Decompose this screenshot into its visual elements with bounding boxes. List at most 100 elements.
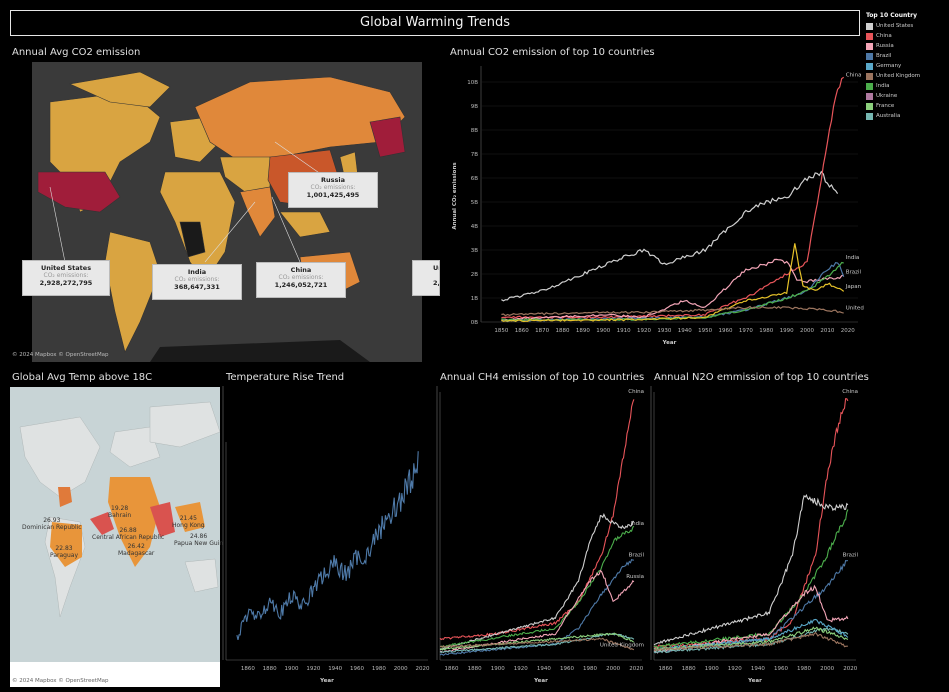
map-temp-title: Global Avg Temp above 18C	[12, 372, 153, 383]
legend-swatch	[866, 42, 873, 50]
series-line-germany[interactable]	[653, 618, 849, 652]
x-tick-label: 1900	[285, 666, 299, 672]
x-tick-label: 1980	[583, 666, 597, 672]
temp-line-chart[interactable]: 1860 1880 1900 1920 1940 1960 1980 2000 2020 Year	[222, 386, 436, 686]
temp-south-america-hot	[50, 522, 82, 567]
series-line-united-kingdom[interactable]	[653, 631, 848, 652]
y-tick-label: 7B	[471, 152, 478, 158]
temp-label-value: 24.86	[189, 533, 208, 540]
temp-west-africa	[90, 512, 114, 535]
series-line-india[interactable]	[439, 525, 635, 648]
series-line-india[interactable]	[653, 509, 849, 649]
legend-item-united-states[interactable]: United States	[866, 21, 946, 31]
x-tick-label: 1960	[719, 328, 733, 334]
series-line-china[interactable]	[439, 399, 635, 641]
temp-russia	[149, 401, 221, 448]
legend-item-brazil[interactable]: Brazil	[866, 51, 946, 61]
legend-label: China	[876, 33, 892, 39]
legend-item-germany[interactable]: Germany	[866, 61, 946, 71]
series-line-brazil[interactable]	[653, 559, 849, 654]
legend-label: United States	[876, 23, 914, 29]
legend-item-united-kingdom[interactable]: United Kingdom	[866, 71, 946, 81]
tooltip-russia: Russia CO₂ emissions: 1,001,425,495	[288, 172, 378, 208]
series-line-japan[interactable]	[501, 243, 845, 323]
x-tick-label: 1860	[659, 666, 673, 672]
co2-line-chart[interactable]: 0B 1B 2B 3B 4B 5B 6B 7B 8B 9B 10B 1850 1860 1870 1880 1…	[446, 60, 864, 360]
legend-swatch	[866, 112, 873, 120]
x-tick-label: 1960	[560, 666, 574, 672]
x-tick-label: 1980	[759, 328, 773, 334]
x-tick-label: 1930	[657, 328, 671, 334]
x-tick-label: 2020	[416, 666, 430, 672]
legend-item-france[interactable]: France	[866, 101, 946, 111]
temp-chart-title: Temperature Rise Trend	[226, 372, 345, 383]
legend-swatch	[866, 52, 873, 60]
co2-chart-title: Annual CO2 emission of top 10 countries	[450, 47, 655, 58]
map-co2[interactable]: Russia CO₂ emissions: 1,001,425,495 Unit…	[10, 62, 440, 362]
series-line-china[interactable]	[653, 398, 849, 649]
legend-label: Russia	[876, 43, 894, 49]
legend-swatch	[866, 32, 873, 40]
end-label-china: China	[842, 389, 858, 395]
temp-label-value: 26.93	[43, 517, 61, 524]
africa-dark-shape	[179, 221, 206, 258]
series-line-united-kingdom[interactable]	[439, 637, 635, 651]
x-axis-label: Year	[747, 678, 762, 684]
legend-swatch	[866, 62, 873, 70]
legend-item-india[interactable]: India	[866, 81, 946, 91]
series-line-france[interactable]	[439, 632, 635, 651]
x-tick-label: 1960	[774, 666, 788, 672]
legend-label: France	[876, 103, 895, 109]
x-axis-label: Year	[533, 678, 548, 684]
ch4-chart-title: Annual CH4 emission of top 10 countries	[440, 372, 645, 383]
x-tick-label: 2000	[606, 666, 620, 672]
end-label-united-kingdom: United Kingdom	[846, 305, 864, 311]
series-line-united-states[interactable]	[439, 512, 634, 651]
x-axis-label: Year	[319, 678, 334, 684]
legend-item-australia[interactable]: Australia	[866, 111, 946, 121]
temp-label-place: Central African Republic	[92, 534, 165, 541]
n2o-line-chart[interactable]: 1860 1880 1900 1920 1940 1960 1980 2000 2020 Year…	[650, 386, 864, 686]
x-tick-label: 1880	[468, 666, 482, 672]
series-line-china[interactable]	[501, 76, 845, 319]
x-tick-label: 2000	[800, 328, 814, 334]
y-tick-label: 9B	[471, 104, 478, 110]
series-line-united-states[interactable]	[501, 170, 839, 302]
y-tick-label: 10B	[467, 80, 478, 86]
x-tick-label: 1940	[328, 666, 342, 672]
se-asia-shape	[279, 211, 331, 238]
series-line-united-kingdom[interactable]	[501, 305, 844, 317]
series-line-series[interactable]	[236, 451, 419, 641]
legend-item-russia[interactable]: Russia	[866, 41, 946, 51]
x-tick-label: 1850	[494, 328, 508, 334]
end-label-india: India	[846, 255, 860, 261]
map-co2-attribution: © 2024 Mapbox © OpenStreetMap	[12, 352, 109, 358]
end-label-russia: Russia	[626, 574, 644, 580]
legend-swatch	[866, 92, 873, 100]
series-line-australia[interactable]	[439, 632, 635, 654]
x-tick-label: 1970	[739, 328, 753, 334]
legend-item-ukraine[interactable]: Ukraine	[866, 91, 946, 101]
ch4-line-chart[interactable]: 1860 1880 1900 1920 1940 1960 1980 2000 2020 Year…	[436, 386, 650, 686]
series-line-united-states[interactable]	[653, 494, 849, 646]
series-line-russia[interactable]	[501, 258, 844, 321]
x-tick-label: 1940	[678, 328, 692, 334]
x-tick-label: 1920	[306, 666, 320, 672]
legend-item-china[interactable]: China	[866, 31, 946, 41]
series-line-russia[interactable]	[440, 569, 635, 654]
map-temp[interactable]: 19.28 Bahrain 26.93 Dominican Republic 26.88…	[10, 387, 223, 687]
temp-label-hong-kong: 21.45 Hong Kong	[172, 515, 205, 529]
n2o-chart-title: Annual N2O emmission of top 10 countries	[654, 372, 869, 383]
series-line-france[interactable]	[653, 626, 849, 652]
temp-label-dominican-republic: 26.93 Dominican Republic	[22, 517, 82, 531]
end-label-united-kingdom: United Kingdom	[600, 642, 644, 648]
temp-se-asia	[175, 502, 205, 532]
temp-label-value: 26.42	[127, 543, 145, 550]
y-tick-label: 1B	[471, 296, 478, 302]
usa-shape	[37, 171, 121, 213]
temp-label-value: 19.28	[111, 505, 129, 512]
x-tick-label: 1940	[537, 666, 551, 672]
temp-label-bahrain: 19.28 Bahrain	[108, 505, 131, 519]
x-tick-label: 2020	[843, 666, 857, 672]
x-tick-label: 1880	[556, 328, 570, 334]
